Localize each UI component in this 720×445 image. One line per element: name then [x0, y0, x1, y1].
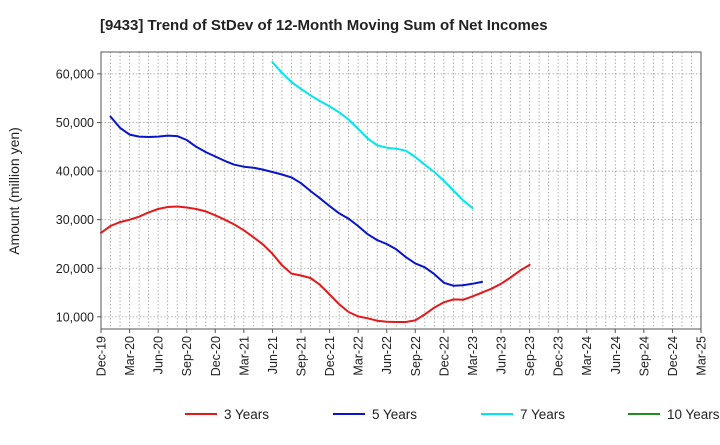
legend: 3 Years 5 Years 7 Years 10 Years	[185, 407, 720, 422]
x-tick-label: Dec-24	[666, 336, 680, 376]
x-tick-label: Sep-21	[295, 336, 309, 376]
x-tick-label: Mar-25	[695, 336, 709, 376]
y-tick-label: 20,000	[56, 262, 94, 276]
series-line-7-years	[271, 61, 474, 209]
x-tick-label: Mar-22	[352, 336, 366, 376]
x-tick-label: Sep-20	[180, 336, 194, 376]
x-tick-label: Sep-22	[409, 336, 423, 376]
y-axis-label: Amount (million yen)	[6, 127, 22, 255]
y-tick-label: 50,000	[56, 116, 94, 130]
grid-layer	[101, 52, 701, 329]
chart-title: [9433] Trend of StDev of 12-Month Moving…	[100, 17, 548, 34]
series-line-5-years	[109, 115, 483, 287]
legend-label: 10 Years	[667, 407, 720, 422]
x-tick-label: Jun-22	[380, 336, 394, 374]
series-lines	[100, 61, 531, 323]
x-tick-label: Dec-23	[552, 336, 566, 376]
x-tick-label: Mar-24	[580, 336, 594, 376]
plot-frame	[100, 51, 702, 330]
x-tick-label: Jun-23	[495, 336, 509, 374]
y-tick-label: 60,000	[56, 67, 94, 81]
x-tick-label: Dec-22	[437, 336, 451, 376]
x-tick-label: Jun-21	[266, 336, 280, 374]
x-tick-label: Jun-24	[609, 336, 623, 374]
y-tick-label: 30,000	[56, 213, 94, 227]
legend-label: 5 Years	[372, 407, 417, 422]
y-tick-label: 40,000	[56, 165, 94, 179]
x-tick-label: Dec-20	[209, 336, 223, 376]
series-line-3-years	[100, 205, 531, 323]
legend-label: 3 Years	[224, 407, 269, 422]
x-tick-label: Mar-20	[123, 336, 137, 376]
x-axis-ticks: Dec-19 Mar-20 Jun-20 Sep-20 Dec-20 Mar-21 Jun-…	[95, 329, 709, 376]
x-tick-label: Dec-19	[95, 336, 109, 376]
y-axis-ticks: 10,000 20,000 30,000 40,000 50,000 60,000	[56, 67, 101, 324]
x-tick-label: Mar-23	[466, 336, 480, 376]
x-tick-label: Jun-20	[152, 336, 166, 374]
y-tick-label: 10,000	[56, 310, 94, 324]
x-tick-label: Sep-24	[637, 336, 651, 376]
x-tick-label: Sep-23	[523, 336, 537, 376]
x-tick-label: Mar-21	[237, 336, 251, 376]
legend-label: 7 Years	[520, 407, 565, 422]
x-tick-label: Dec-21	[323, 336, 337, 376]
